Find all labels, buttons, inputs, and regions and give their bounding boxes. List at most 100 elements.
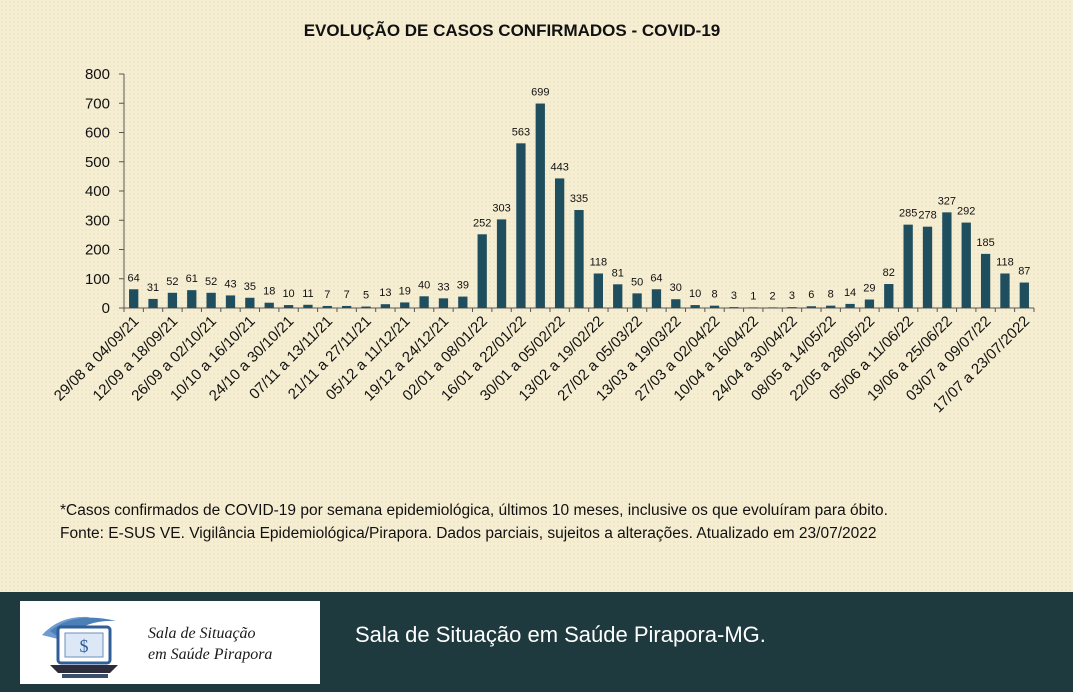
bar xyxy=(884,284,894,308)
bar xyxy=(129,289,139,308)
y-tick-label: 500 xyxy=(85,154,110,171)
bar xyxy=(400,302,410,308)
bar xyxy=(187,290,197,308)
bar xyxy=(961,222,971,308)
data-label: 81 xyxy=(612,267,624,279)
y-tick-label: 700 xyxy=(85,95,110,112)
data-label: 185 xyxy=(976,237,994,249)
data-label: 30 xyxy=(670,282,682,294)
y-tick-label: 100 xyxy=(85,271,110,288)
data-label: 1 xyxy=(750,290,756,302)
data-label: 2 xyxy=(770,290,776,302)
data-label: 10 xyxy=(689,288,701,300)
chart-notes: *Casos confirmados de COVID-19 por seman… xyxy=(60,499,1060,545)
data-label: 40 xyxy=(418,279,430,291)
bar xyxy=(748,307,758,308)
data-label: 563 xyxy=(512,126,530,138)
data-label: 5 xyxy=(363,290,369,302)
data-label: 10 xyxy=(282,288,294,300)
data-label: 11 xyxy=(302,288,313,300)
data-label: 87 xyxy=(1018,266,1030,278)
y-tick-label: 0 xyxy=(102,300,110,317)
data-label: 3 xyxy=(789,290,795,302)
logo-text-line1: Sala de Situação xyxy=(148,625,256,642)
bar xyxy=(516,143,526,308)
y-tick-label: 400 xyxy=(85,183,110,200)
data-label: 82 xyxy=(883,267,895,279)
notes-line-source: Fonte: E-SUS VE. Vigilância Epidemiológi… xyxy=(60,525,877,542)
notes-line-definition: *Casos confirmados de COVID-19 por seman… xyxy=(60,502,888,519)
bar xyxy=(709,305,720,308)
data-label: 19 xyxy=(399,285,411,297)
bar xyxy=(942,212,952,308)
data-label: 278 xyxy=(918,210,936,222)
bar xyxy=(613,284,623,308)
bar xyxy=(496,219,507,308)
bar xyxy=(787,307,797,308)
bar xyxy=(167,292,178,308)
data-label: 43 xyxy=(224,278,236,290)
data-label: 8 xyxy=(711,289,717,301)
bar xyxy=(419,296,429,308)
data-label: 252 xyxy=(473,217,491,229)
data-label: 118 xyxy=(590,256,608,268)
logo-text-line2: em Saúde Pirapora xyxy=(148,646,273,663)
bar xyxy=(535,103,545,308)
bar xyxy=(225,295,236,308)
data-label: 29 xyxy=(863,283,875,295)
bar xyxy=(554,178,565,308)
logo-text: Sala de Situação em Saúde Pirapora xyxy=(148,623,272,665)
data-label: 335 xyxy=(570,193,588,205)
bar xyxy=(438,298,449,308)
bar xyxy=(458,296,468,308)
data-label: 18 xyxy=(263,286,275,298)
footer-title: Sala de Situação em Saúde Pirapora-MG. xyxy=(355,622,766,647)
bar xyxy=(845,303,855,308)
bar xyxy=(264,302,274,308)
data-label: 8 xyxy=(828,289,834,301)
bar xyxy=(593,273,604,308)
covid-cases-chart: EVOLUÇÃO DE CASOS CONFIRMADOS - COVID-19… xyxy=(51,20,1035,416)
data-label: 699 xyxy=(531,87,549,99)
data-label: 443 xyxy=(550,161,568,173)
data-label: 13 xyxy=(379,287,391,299)
bar xyxy=(864,299,875,308)
data-label: 35 xyxy=(244,281,256,293)
y-tick-label: 600 xyxy=(85,125,110,142)
bar xyxy=(380,304,391,308)
bar xyxy=(922,226,933,308)
data-label: 285 xyxy=(899,208,917,220)
y-tick-label: 800 xyxy=(85,66,110,83)
data-label: 64 xyxy=(128,272,140,284)
bar xyxy=(729,307,739,308)
data-label: 303 xyxy=(492,202,510,214)
data-label: 64 xyxy=(650,272,662,284)
bar xyxy=(342,305,352,308)
data-label: 327 xyxy=(938,195,956,207)
data-label: 52 xyxy=(205,276,217,288)
bar xyxy=(322,305,332,308)
bar xyxy=(206,292,216,308)
bar xyxy=(574,210,584,308)
bar xyxy=(690,305,700,308)
bar xyxy=(767,307,778,308)
monitor-logo-icon: $ xyxy=(42,616,118,678)
bar xyxy=(651,289,662,308)
data-label: 6 xyxy=(808,289,814,301)
bar xyxy=(283,305,294,308)
footer-bar: $ Sala de Situação em Saúde Pirapora Sal… xyxy=(0,592,1073,692)
bar xyxy=(477,234,487,308)
data-label: 7 xyxy=(344,289,350,301)
data-label: 3 xyxy=(731,290,737,302)
logo-box: $ Sala de Situação em Saúde Pirapora xyxy=(20,601,320,684)
data-label: 118 xyxy=(996,256,1014,268)
y-tick-label: 200 xyxy=(85,242,110,259)
data-label: 292 xyxy=(957,206,975,218)
data-label: 31 xyxy=(147,282,159,294)
bar xyxy=(361,306,371,308)
bar xyxy=(303,304,313,308)
data-label: 39 xyxy=(457,280,469,292)
bar xyxy=(806,306,816,308)
bar xyxy=(671,299,681,308)
bar xyxy=(980,253,991,308)
